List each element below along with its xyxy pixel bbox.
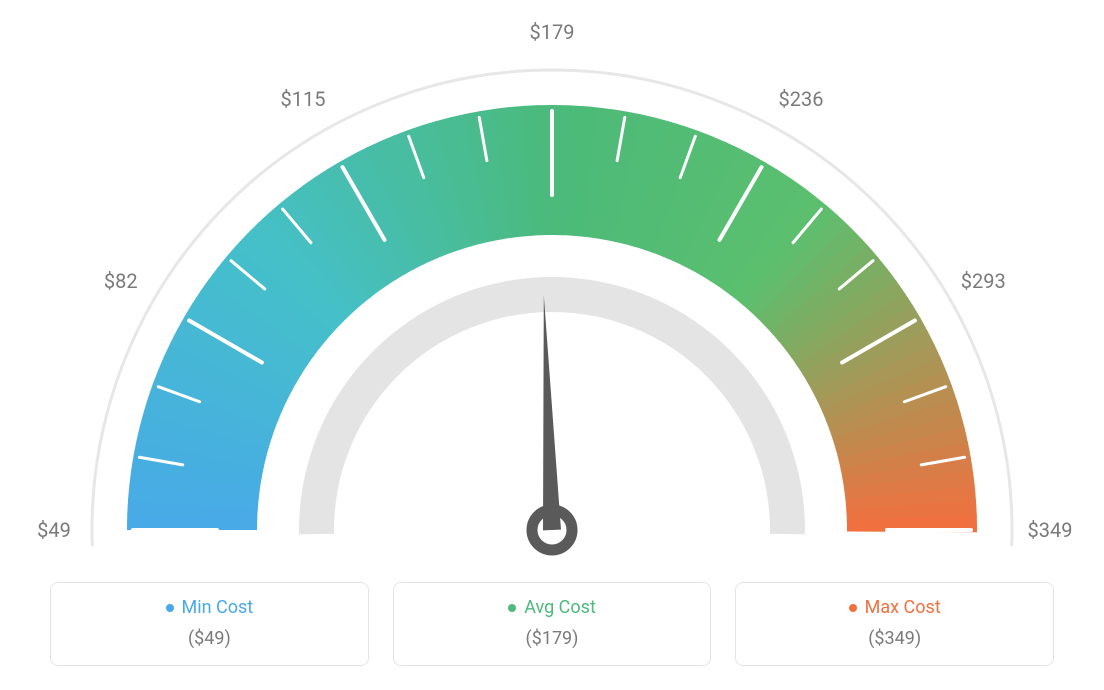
legend-card-min: Min Cost ($49) (50, 582, 369, 667)
legend-title-avg: Avg Cost (508, 597, 596, 618)
legend-title-max: Max Cost (849, 597, 941, 618)
legend-title-text: Min Cost (182, 597, 254, 618)
gauge-scale-label: $179 (530, 20, 575, 44)
legend-card-avg: Avg Cost ($179) (393, 582, 712, 667)
legend-value-avg: ($179) (406, 628, 699, 649)
gauge-scale-label: $236 (779, 87, 824, 111)
gauge-scale-label: $115 (281, 87, 326, 111)
gauge-scale-label: $293 (961, 269, 1006, 293)
gauge-scale-label: $82 (104, 269, 138, 293)
gauge-scale-label: $49 (37, 518, 71, 542)
legend-title-min: Min Cost (166, 597, 254, 618)
legend-value-min: ($49) (63, 628, 356, 649)
legend-card-max: Max Cost ($349) (735, 582, 1054, 667)
gauge-chart: $49 $82 $115 $179 $236 $293 $349 (0, 0, 1104, 560)
legend-title-text: Max Cost (865, 597, 941, 618)
gauge-scale-label: $349 (1028, 518, 1073, 542)
legend-value-max: ($349) (748, 628, 1041, 649)
dot-icon (508, 604, 516, 612)
dot-icon (849, 604, 857, 612)
gauge-svg (0, 0, 1104, 560)
legend-row: Min Cost ($49) Avg Cost ($179) Max Cost … (0, 582, 1104, 667)
legend-title-text: Avg Cost (524, 597, 596, 618)
dot-icon (166, 604, 174, 612)
